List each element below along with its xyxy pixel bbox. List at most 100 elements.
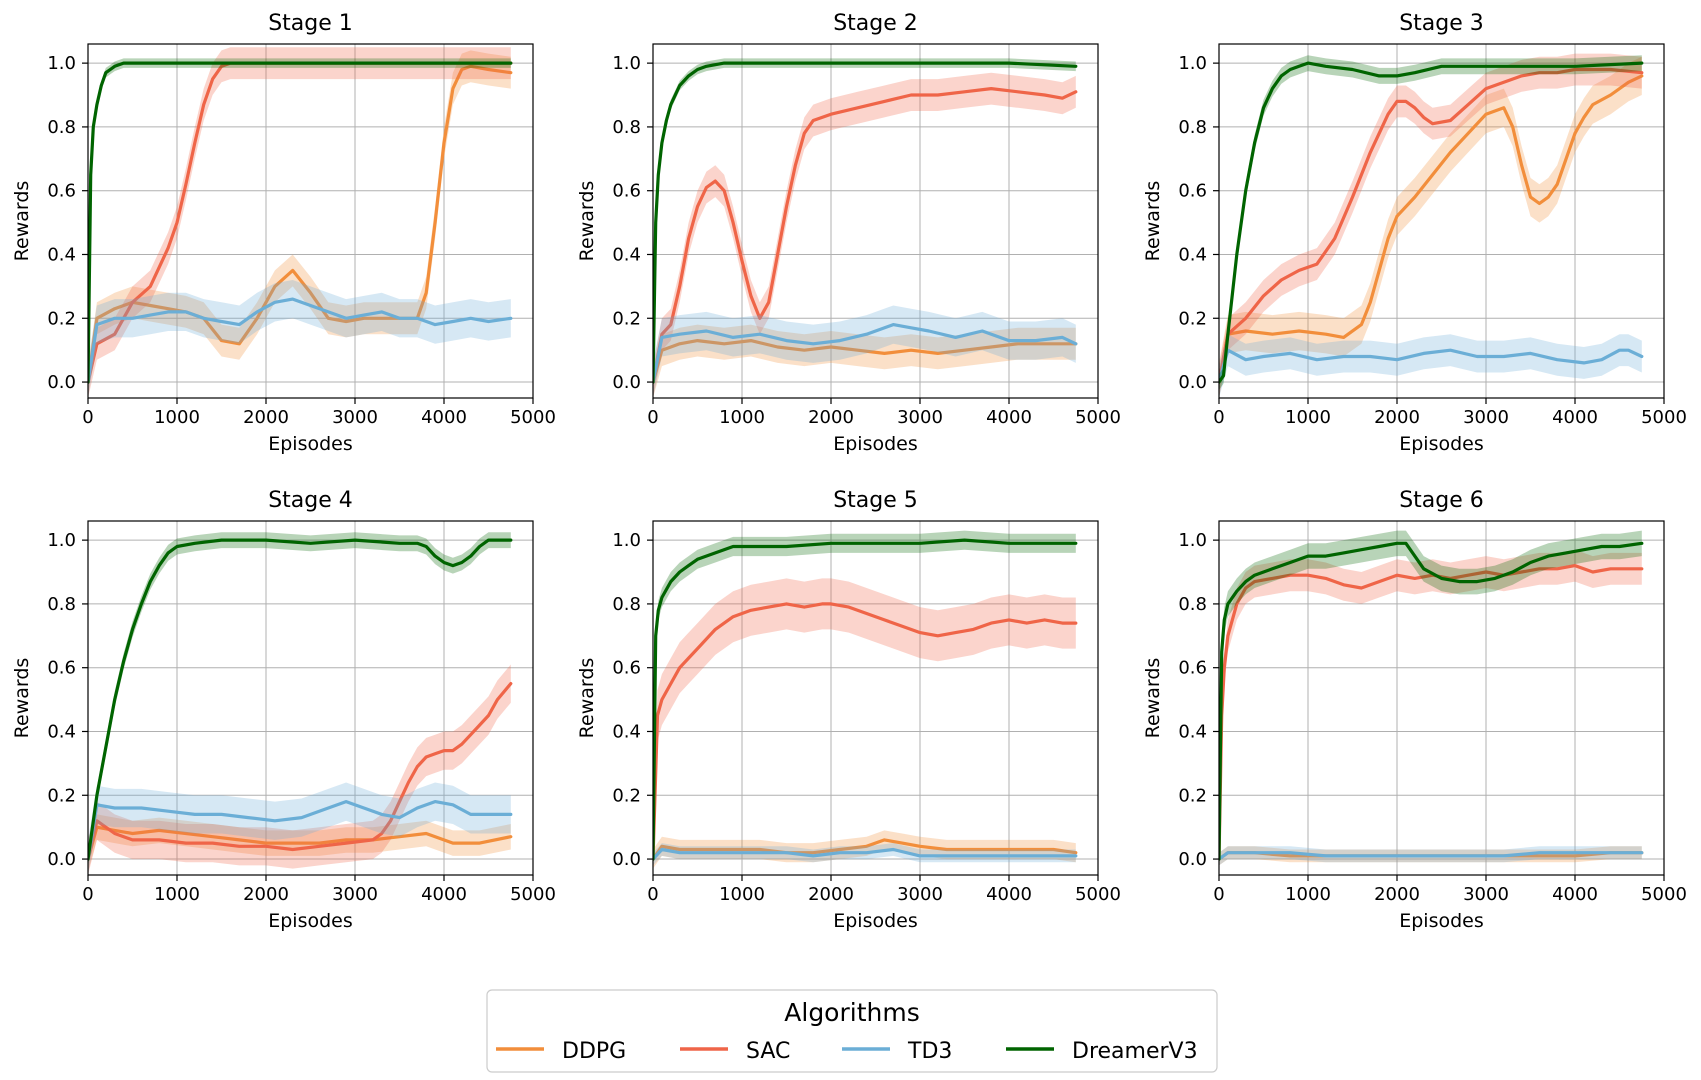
stage-5-td3-line [653, 847, 1078, 861]
stage-5-series-layer [653, 530, 1078, 875]
stage-1-ytick-label-0-8: 0.8 [47, 117, 76, 138]
subplot-stage-5: 0 1000 2000 3000 4000 5000 0.0 0.2 0.4 0.6 0.8 1.0 S… [576, 488, 1121, 932]
stage-5-xtick-label-1000: 1000 [719, 884, 765, 905]
stage-4-ytick-label-0-2: 0.2 [47, 785, 76, 806]
stage-6-title: Stage 6 [1399, 488, 1484, 513]
stage-2-xtick-label-4000: 4000 [986, 407, 1032, 428]
stage-4-td3-confidence-band [88, 782, 511, 875]
stage-2-ytick-label-0-6: 0.6 [612, 181, 641, 202]
stage-6-ytick-label-0-8: 0.8 [1178, 594, 1207, 615]
subplot-stage-1: 0 1000 2000 3000 4000 5000 0.0 0.2 0.4 0.6 0.8 1.0 S… [11, 11, 556, 455]
stage-2-ytick-label-0: 0.0 [612, 372, 641, 393]
stage-6-sac-confidence-band [1219, 549, 1642, 875]
stage-6-ytick-label-1: 1.0 [1178, 530, 1207, 551]
stage-1-xlabel: Episodes [268, 433, 353, 455]
legend-title: Algorithms [784, 998, 919, 1027]
stage-2-axes-frame [652, 43, 1099, 399]
stage-4-xtick-label-5000: 5000 [510, 884, 556, 905]
stage-1-xtick-label-1000: 1000 [154, 407, 200, 428]
stage-3-ylabel: Rewards [1142, 181, 1164, 262]
stage-6-ylabel: Rewards [1142, 658, 1164, 739]
stage-1-ddpg-confidence-band [88, 50, 511, 398]
stage-6-ytick-label-0-4: 0.4 [1178, 721, 1207, 742]
stage-1-xtick-label-5000: 5000 [510, 407, 556, 428]
stage-3-td3-line [1219, 348, 1644, 384]
stage-4-ytick-label-0-4: 0.4 [47, 721, 76, 742]
stage-5-ddpg-line [653, 838, 1078, 861]
stage-2-xlabel: Episodes [833, 433, 918, 455]
stage-5-dreamerv3-confidence-band [653, 530, 1076, 869]
stage-1-xtick-label-2000: 2000 [243, 407, 289, 428]
stage-4-xtick-label-2000: 2000 [243, 884, 289, 905]
stage-2-dreamerv3-line [653, 61, 1078, 384]
stage-4-ddpg-line [88, 825, 513, 861]
stage-6-xtick-label-0: 0 [1213, 884, 1224, 905]
stage-2-ytick-label-0-2: 0.2 [612, 308, 641, 329]
stage-3-xtick-label-4000: 4000 [1552, 407, 1598, 428]
stage-5-title: Stage 5 [833, 488, 918, 513]
stage-6-ytick-label-0-6: 0.6 [1178, 658, 1207, 679]
stage-1-ytick-label-0: 0.0 [47, 372, 76, 393]
stage-4-title: Stage 4 [268, 488, 353, 513]
stage-4-dreamerv3-line [88, 538, 513, 861]
subplot-stage-4: 0 1000 2000 3000 4000 5000 0.0 0.2 0.4 0.6 0.8 1.0 S… [11, 488, 556, 932]
legend-entry-dreamerv3: DreamerV3 [1006, 1039, 1198, 1064]
legend-frame [486, 989, 1218, 1073]
stage-2-ylabel: Rewards [576, 181, 598, 262]
stage-3-dreamerv3-line [1219, 61, 1644, 384]
stage-3-ytick-label-0-2: 0.2 [1178, 308, 1207, 329]
stage-1-td3-confidence-band [88, 280, 511, 398]
stage-1-title: Stage 1 [268, 11, 353, 36]
legend-label-sac: SAC [746, 1039, 790, 1064]
stage-1-ytick-label-0-2: 0.2 [47, 308, 76, 329]
subplot-stage-3: 0 1000 2000 3000 4000 5000 0.0 0.2 0.4 0.6 0.8 1.0 S… [1142, 11, 1687, 455]
stage-6-ytick-label-0-2: 0.2 [1178, 785, 1207, 806]
stage-4-ylabel: Rewards [11, 658, 33, 739]
stage-6-xlabel: Episodes [1399, 910, 1484, 932]
stage-3-plot-area [1219, 44, 1664, 398]
stage-5-dreamerv3-line [653, 538, 1078, 861]
stage-1-axes-frame [87, 43, 534, 399]
stage-5-sac-confidence-band [653, 578, 1076, 875]
stage-5-sac-line [653, 602, 1078, 861]
stage-5-xtick-label-3000: 3000 [897, 884, 943, 905]
stage-3-xtick-label-0: 0 [1213, 407, 1224, 428]
legend: Algorithms DDPG SAC TD3 DreamerV3 [486, 989, 1218, 1073]
stage-2-title: Stage 2 [833, 11, 918, 36]
stage-4-xtick-label-3000: 3000 [332, 884, 378, 905]
stage-5-ytick-label-0: 0.0 [612, 849, 641, 870]
stage-6-xtick-label-3000: 3000 [1463, 884, 1509, 905]
stage-1-ylabel: Rewards [11, 181, 33, 262]
stage-6-axes-frame [1218, 520, 1665, 876]
stage-2-ytick-label-0-8: 0.8 [612, 117, 641, 138]
legend-entry-sac: SAC [680, 1039, 790, 1064]
subplot-grid: 0 1000 2000 3000 4000 5000 0.0 0.2 0.4 0.6 0.8 1.0 S… [11, 11, 1687, 932]
stage-6-xtick-label-1000: 1000 [1285, 884, 1331, 905]
stage-3-ytick-label-0-8: 0.8 [1178, 117, 1207, 138]
stage-1-ytick-label-0-6: 0.6 [47, 181, 76, 202]
stage-3-axes-frame [1218, 43, 1665, 399]
stage-6-td3-line [1219, 851, 1644, 861]
stage-4-xlabel: Episodes [268, 910, 353, 932]
stage-1-ytick-label-1: 1.0 [47, 53, 76, 74]
legend-entry-td3: TD3 [842, 1039, 952, 1064]
stage-5-xtick-label-4000: 4000 [986, 884, 1032, 905]
stage-5-xtick-label-0: 0 [647, 884, 658, 905]
stage-2-xtick-label-5000: 5000 [1075, 407, 1121, 428]
stage-6-ytick-label-0: 0.0 [1178, 849, 1207, 870]
stage-4-xtick-label-0: 0 [82, 884, 93, 905]
stage-3-td3-confidence-band [1219, 334, 1642, 398]
stage-5-xtick-label-2000: 2000 [808, 884, 854, 905]
stage-3-ddpg-line [1219, 74, 1644, 384]
legend-label-td3: TD3 [907, 1039, 952, 1064]
stage-2-xtick-label-3000: 3000 [897, 407, 943, 428]
legend-entry-ddpg: DDPG [496, 1039, 626, 1064]
stage-2-td3-line [653, 323, 1078, 384]
stage-1-ddpg-line [88, 64, 513, 384]
stage-2-ytick-label-0-4: 0.4 [612, 244, 641, 265]
stage-3-xtick-label-2000: 2000 [1374, 407, 1420, 428]
stage-2-xtick-label-1000: 1000 [719, 407, 765, 428]
stage-2-xtick-label-0: 0 [647, 407, 658, 428]
subplot-stage-2: 0 1000 2000 3000 4000 5000 0.0 0.2 0.4 0.6 0.8 1.0 S… [576, 11, 1121, 455]
